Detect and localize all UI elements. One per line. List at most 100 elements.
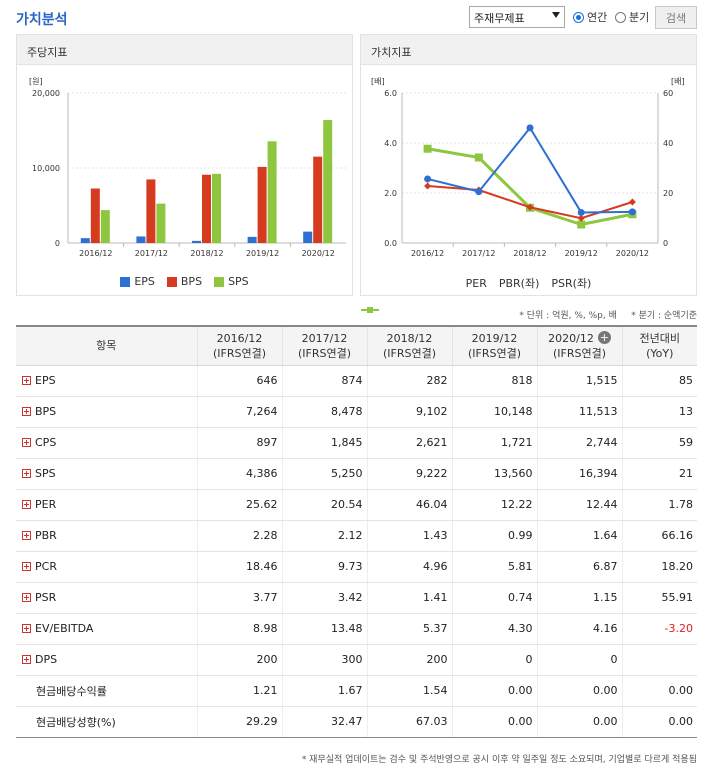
row-label-cell[interactable]: PSR	[16, 582, 197, 614]
column-header-label: 전년대비	[639, 331, 680, 345]
value-cell: 1,845	[281, 427, 367, 459]
table-header-row: 항목 2016/12 (IFRS연결) 2017/12 (IFRS연결) 2018/12(…	[16, 325, 697, 366]
table-row: BPS 7,264 8,478 9,102 10,148 11,513 13	[16, 396, 697, 428]
radio-quarter-label: 분기	[629, 11, 650, 24]
value-cell: 897	[196, 427, 282, 459]
footnote: * 재무실적 업데이트는 검수 및 주석반영으로 공시 이후 약 일주일 정도 …	[301, 755, 697, 765]
row-label-cell[interactable]: EV/EBITDA	[16, 613, 197, 645]
legend-label: BPS	[180, 275, 203, 288]
row-label-cell[interactable]: PCR	[16, 551, 197, 583]
legend-item-psr[interactable]: PSR(좌)	[361, 275, 591, 313]
radio-unchecked-icon	[615, 11, 626, 23]
search-button[interactable]: 검색	[655, 6, 697, 29]
radio-annual[interactable]: 연간	[573, 9, 607, 25]
legend-item-eps[interactable]: EPS	[120, 275, 155, 288]
psr-point	[577, 220, 586, 229]
column-header-sub: (IFRS연결)	[552, 346, 607, 360]
pbr-point	[628, 198, 636, 206]
x-tick-label: 2020/12	[616, 249, 649, 258]
y-tick-label-left: 4.0	[384, 139, 397, 148]
legend-item-pbr[interactable]: PBR(좌)	[361, 275, 539, 313]
table-row: CPS 897 1,845 2,621 1,721 2,744 59	[16, 427, 697, 459]
column-header-label: 항목	[96, 339, 117, 353]
value-cell: 1.41	[366, 582, 452, 614]
column-header-sub: (IFRS연결)	[297, 346, 352, 360]
row-label-cell: 현금배당수익률	[16, 675, 197, 707]
expand-plus-icon[interactable]	[22, 469, 31, 478]
row-label: DPS	[35, 653, 58, 666]
table-row: EV/EBITDA 8.98 13.48 5.37 4.30 4.16 -3.20	[16, 613, 697, 645]
row-label: 현금배당성향(%)	[36, 715, 116, 729]
value-cell: 16,394	[536, 458, 622, 490]
value-cell: 0.99	[451, 520, 537, 552]
psr-point	[423, 144, 432, 153]
row-label: EV/EBITDA	[35, 622, 94, 635]
row-label-cell[interactable]: BPS	[16, 396, 197, 428]
row-label: EPS	[35, 374, 56, 387]
legend-swatch	[166, 276, 177, 287]
bar-bps	[202, 174, 211, 243]
value-cell: 25.62	[196, 489, 282, 521]
unit-note: * 단위 : 억원, %, %p, 배	[519, 311, 617, 321]
row-label-cell[interactable]: PBR	[16, 520, 197, 552]
y-axis-unit-right: [배]	[671, 77, 685, 86]
expand-plus-icon[interactable]	[22, 407, 31, 416]
row-label-cell[interactable]: PER	[16, 489, 197, 521]
legend-item-bps[interactable]: BPS	[166, 275, 203, 288]
bar-sps	[267, 141, 277, 243]
expand-plus-icon[interactable]	[22, 562, 31, 571]
series-line-per	[427, 126, 633, 214]
per-share-legend: EPS BPS SPS	[17, 275, 352, 288]
expand-plus-icon[interactable]	[22, 500, 31, 509]
per-point	[526, 124, 534, 132]
page-title: 가치분석	[16, 12, 68, 28]
table-row: PER 25.62 20.54 46.04 12.22 12.44 1.78	[16, 489, 697, 521]
valuation-chart: [배] [배] 6.0 60 4.0 40 2.0 20 0.0 0 2016/12 2017/12 2…	[371, 77, 685, 258]
statement-select[interactable]: 주재무제표	[469, 6, 565, 28]
bar-bps	[313, 156, 323, 243]
x-tick-label: 2019/12	[565, 249, 598, 258]
table-row: PBR 2.28 2.12 1.43 0.99 1.64 66.16	[16, 520, 697, 552]
expand-plus-icon[interactable]	[22, 655, 31, 664]
legend-label: PER	[465, 276, 487, 290]
value-cell: 2,621	[366, 427, 452, 459]
column-header-label: 2020/12 +	[548, 330, 611, 345]
value-cell: 4,386	[196, 458, 282, 490]
expand-plus-icon[interactable]	[22, 593, 31, 602]
row-label-cell[interactable]: DPS	[16, 644, 197, 676]
expand-plus-icon[interactable]	[22, 438, 31, 447]
row-label-cell[interactable]: CPS	[16, 427, 197, 459]
row-label-cell[interactable]: EPS	[16, 365, 197, 397]
y-axis-unit-left: [배]	[371, 77, 385, 86]
row-label: PSR	[35, 591, 57, 604]
value-cell: 29.29	[196, 706, 282, 738]
value-cell: 66.16	[621, 520, 697, 552]
value-cell: 5.37	[366, 613, 452, 645]
x-tick-label: 2017/12	[462, 249, 495, 258]
table-row: 현금배당수익률 1.21 1.67 1.54 0.00 0.00 0.00	[16, 675, 697, 707]
expand-plus-icon[interactable]	[22, 624, 31, 633]
legend-item-sps[interactable]: SPS	[214, 275, 249, 288]
bar-bps	[146, 179, 156, 243]
value-cell: 646	[196, 365, 282, 397]
column-header: 2017/12 (IFRS연결)	[281, 325, 367, 366]
expand-plus-icon[interactable]	[22, 531, 31, 540]
value-cell: 1.78	[621, 489, 697, 521]
legend-item-per[interactable]: PER	[361, 275, 487, 313]
legend-label: EPS	[134, 275, 155, 288]
row-label: BPS	[35, 405, 57, 418]
value-cell: 1.67	[281, 675, 367, 707]
bar-eps	[247, 236, 257, 243]
value-cell: 874	[281, 365, 367, 397]
column-header: 2019/12 (IFRS연결)	[451, 325, 537, 366]
value-cell: 10,148	[451, 396, 537, 428]
expand-plus-icon[interactable]	[22, 376, 31, 385]
bar-eps	[136, 236, 146, 243]
column-header: 항목	[16, 325, 197, 366]
bar-bps	[90, 188, 100, 243]
radio-quarter[interactable]: 분기	[615, 9, 649, 25]
value-cell: 13.48	[281, 613, 367, 645]
add-column-icon[interactable]: +	[597, 330, 611, 344]
value-cell: 0	[536, 644, 622, 676]
row-label-cell[interactable]: SPS	[16, 458, 197, 490]
